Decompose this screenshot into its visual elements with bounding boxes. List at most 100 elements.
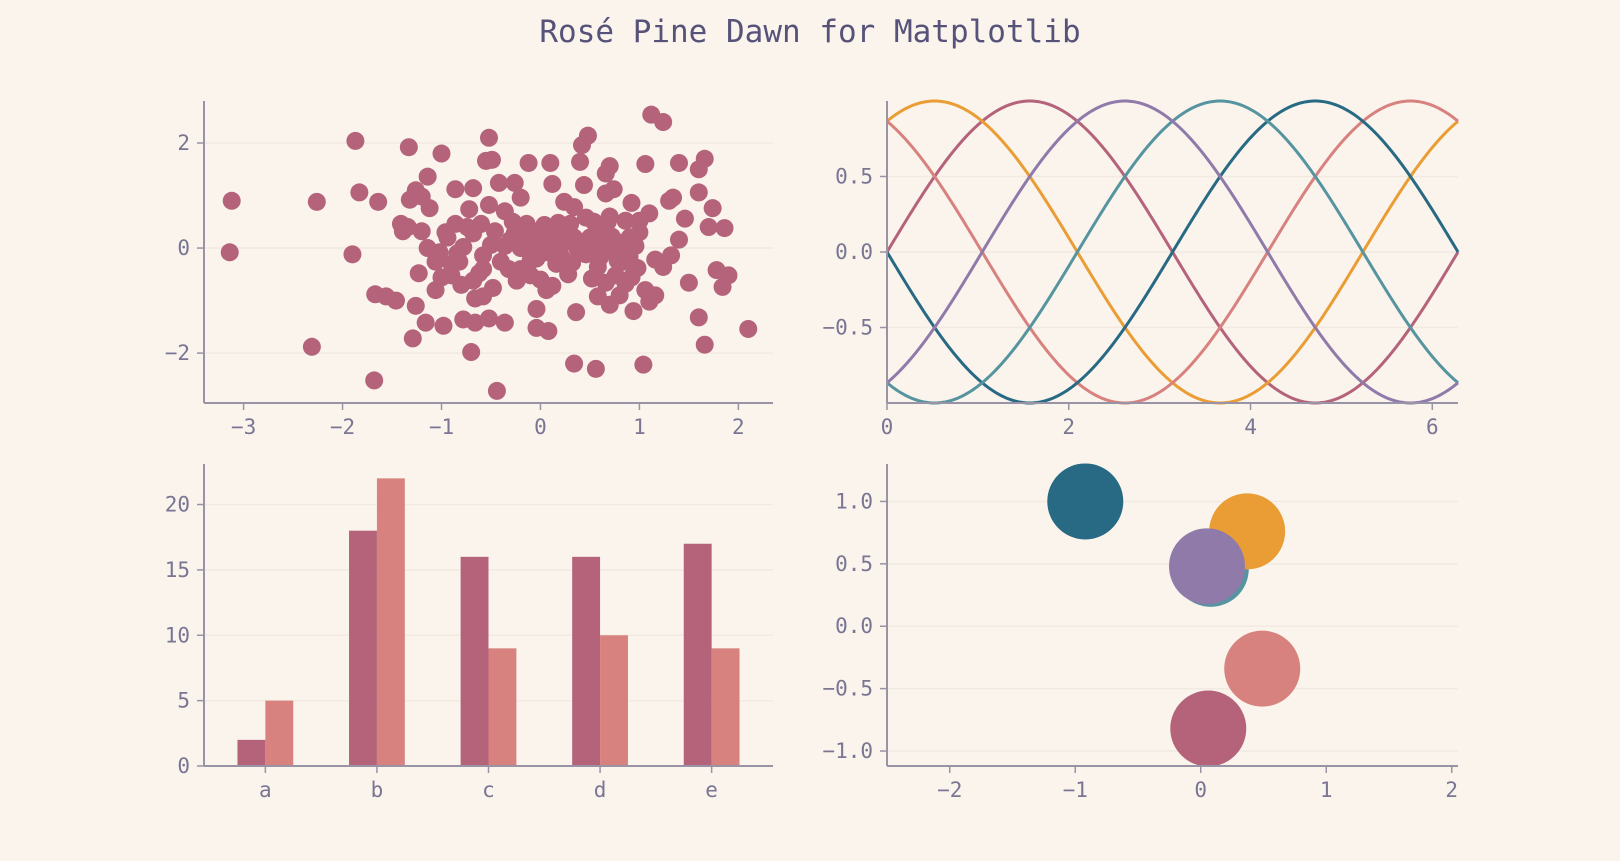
scatter-point <box>485 222 504 241</box>
scatter-point <box>600 157 619 176</box>
scatter-point <box>679 273 698 292</box>
scatter-point <box>543 174 562 193</box>
scatter-point <box>434 316 453 335</box>
bar-category-label: b <box>371 778 384 802</box>
scatter-xtick-label: 2 <box>732 415 745 439</box>
scatter-point <box>675 209 694 228</box>
scatter-point <box>505 173 524 192</box>
scatter-point <box>466 289 485 308</box>
scatter-point <box>479 128 498 147</box>
bar-e-series-2 <box>711 648 740 766</box>
bar-ytick-label: 10 <box>165 623 190 647</box>
sine-xtick-label: 2 <box>1062 415 1075 439</box>
bar-e-series-1 <box>683 543 712 766</box>
scatter-point <box>399 138 418 157</box>
scatter-point <box>479 195 498 214</box>
scatter-xtick-label: −2 <box>330 415 355 439</box>
scatter-point <box>307 192 326 211</box>
bar-ytick-label: 0 <box>177 754 190 778</box>
scatter-point <box>527 299 546 318</box>
scatter-point <box>669 230 688 249</box>
scatter-point <box>695 335 714 354</box>
scatter-point <box>590 248 609 267</box>
scatter-point <box>634 355 653 374</box>
sine-series-6 <box>886 99 1459 405</box>
bar-category-label: e <box>705 778 718 802</box>
scatter-point <box>398 218 417 237</box>
scatter-point <box>561 214 580 233</box>
scatter-point <box>543 276 562 295</box>
bar-a-series-2 <box>265 700 294 766</box>
scatter-point <box>628 259 647 278</box>
scatter-point <box>418 239 437 258</box>
bar-chart-panel: 0 5 10 15 20 a b c d e <box>165 464 773 802</box>
scatter-point <box>521 251 540 270</box>
scatter-point <box>624 302 643 321</box>
scatter-ytick-label: 2 <box>177 131 190 155</box>
scatter-panel: −2 0 2 −3 −2 −1 0 1 2 <box>165 101 773 439</box>
scatter-point <box>664 188 683 207</box>
bar-d-series-2 <box>600 635 628 766</box>
scatter-point <box>222 191 241 210</box>
bar-ytick-label: 20 <box>165 493 190 517</box>
scatter-point <box>616 211 635 230</box>
circles-xtick-label: 0 <box>1194 778 1207 802</box>
scatter-point <box>547 254 566 273</box>
scatter-point <box>489 173 508 192</box>
scatter-point <box>302 337 321 356</box>
scatter-point <box>406 296 425 315</box>
scatter-point <box>646 250 665 269</box>
scatter-point <box>495 236 514 255</box>
scatter-point <box>630 211 649 230</box>
circles-ytick-label: −0.5 <box>822 677 873 701</box>
circles-xtick-label: 1 <box>1320 778 1333 802</box>
sine-ytick-label: −0.5 <box>822 316 873 340</box>
scatter-point <box>541 153 560 172</box>
scatter-point <box>604 180 623 199</box>
scatter-point <box>574 176 593 195</box>
scatter-point <box>479 309 498 328</box>
scatter-point <box>535 215 554 234</box>
scatter-point <box>539 322 558 341</box>
scatter-point <box>403 329 422 348</box>
bar-c-series-1 <box>460 556 489 766</box>
scatter-point <box>567 303 586 322</box>
scatter-point <box>412 222 431 241</box>
scatter-point <box>654 113 673 132</box>
scatter-point <box>713 277 732 296</box>
scatter-point <box>646 286 665 305</box>
bar-ytick-label: 5 <box>177 689 190 713</box>
bar-category-label: d <box>594 778 607 802</box>
sine-xtick-label: 0 <box>881 415 894 439</box>
scatter-ytick-label: −2 <box>165 341 190 365</box>
scatter-point <box>412 187 431 206</box>
scatter-point <box>466 313 485 332</box>
bar-a-series-1 <box>237 739 266 766</box>
scatter-point <box>715 219 734 238</box>
circles-xtick-label: −2 <box>937 778 962 802</box>
scatter-point <box>369 192 388 211</box>
scatter-point <box>529 235 548 254</box>
scatter-point <box>636 155 655 174</box>
scatter-point <box>462 343 481 362</box>
scatter-point <box>416 313 435 332</box>
scatter-point <box>464 179 483 198</box>
circles-xtick-label: −1 <box>1063 778 1088 802</box>
scatter-point <box>519 153 538 172</box>
scatter-point <box>573 136 592 155</box>
sine-xtick-label: 4 <box>1244 415 1257 439</box>
circle-point-2 <box>1047 463 1124 540</box>
scatter-xtick-label: −1 <box>429 415 454 439</box>
scatter-point <box>343 245 362 264</box>
scatter-point <box>482 150 501 169</box>
bar-b-series-1 <box>349 530 377 766</box>
scatter-point <box>409 264 428 283</box>
bar-c-series-2 <box>488 648 517 766</box>
scatter-point <box>565 354 584 373</box>
sine-xtick-label: 6 <box>1426 415 1439 439</box>
sine-waves-panel: −0.5 0.0 0.5 0 2 4 6 <box>822 99 1460 439</box>
scatter-point <box>350 183 369 202</box>
bar-category-label: a <box>259 778 272 802</box>
scatter-point <box>739 319 758 338</box>
scatter-point <box>464 271 483 290</box>
